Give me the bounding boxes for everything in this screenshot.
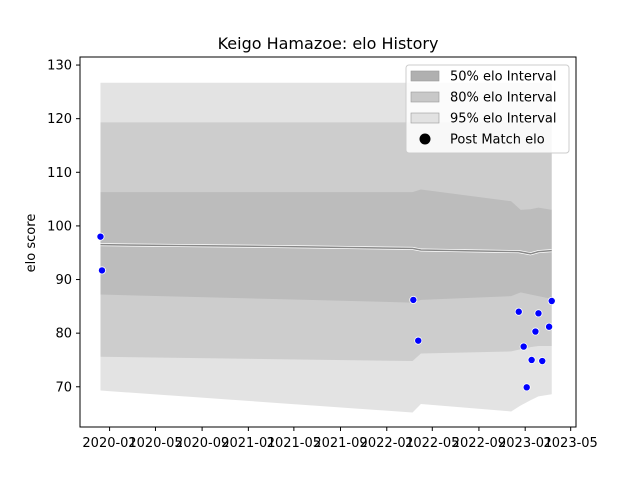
y-tick-label: 90 (55, 273, 72, 288)
post-match-point (414, 336, 423, 345)
y-tick-label: 80 (55, 327, 72, 342)
y-tick-label: 130 (47, 59, 72, 74)
y-tick-label: 70 (55, 380, 72, 395)
post-match-point (97, 266, 106, 275)
x-tick-label: 2021-01 (221, 436, 275, 451)
x-tick-label: 2020-09 (175, 436, 229, 451)
post-match-point (534, 309, 543, 318)
legend-label: 50% elo Interval (450, 70, 557, 85)
legend-swatch (410, 70, 440, 82)
post-match-points (96, 232, 556, 392)
elo-line (100, 243, 552, 256)
post-match-point (531, 327, 540, 336)
y-tick-label: 100 (47, 219, 72, 234)
legend-marker (419, 133, 431, 145)
x-tick-label: 2021-05 (267, 436, 321, 451)
post-match-point (519, 342, 528, 351)
x-axis: 2020-012020-052020-092021-012021-052021-… (82, 427, 598, 451)
chart-title: Keigo Hamazoe: elo History (218, 34, 439, 53)
band-80 (100, 122, 552, 362)
post-match-point (522, 383, 531, 392)
post-match-point (527, 355, 536, 364)
legend-swatch (410, 91, 440, 103)
post-match-point (547, 296, 556, 305)
x-tick-label: 2022-09 (452, 436, 506, 451)
x-tick-label: 2022-01 (360, 436, 414, 451)
y-tick-label: 120 (47, 112, 72, 127)
elo-line-path (100, 243, 552, 255)
x-tick-label: 2020-01 (82, 436, 136, 451)
x-tick-label: 2022-05 (405, 436, 459, 451)
post-match-point (514, 307, 523, 316)
legend-label: Post Match elo (450, 133, 545, 148)
legend-label: 95% elo Interval (450, 112, 557, 127)
post-match-point (538, 357, 547, 366)
y-axis-label: elo score (24, 214, 39, 273)
x-tick-label: 2020-05 (128, 436, 182, 451)
legend-label: 80% elo Interval (450, 91, 557, 106)
legend: 50% elo Interval 80% elo Interval 95% elo … (405, 64, 570, 154)
post-match-point (96, 232, 105, 241)
legend-swatch (410, 112, 440, 124)
post-match-point (409, 295, 418, 304)
x-tick-label: 2023-05 (544, 436, 598, 451)
x-tick-label: 2021-09 (313, 436, 367, 451)
x-tick-label: 2023-01 (498, 436, 552, 451)
legend-box (405, 64, 570, 154)
y-tick-label: 110 (47, 166, 72, 181)
y-axis: 70 80 90 100 110 120 130 (47, 59, 80, 395)
plot-frame (79, 56, 577, 428)
post-match-point (545, 322, 554, 331)
